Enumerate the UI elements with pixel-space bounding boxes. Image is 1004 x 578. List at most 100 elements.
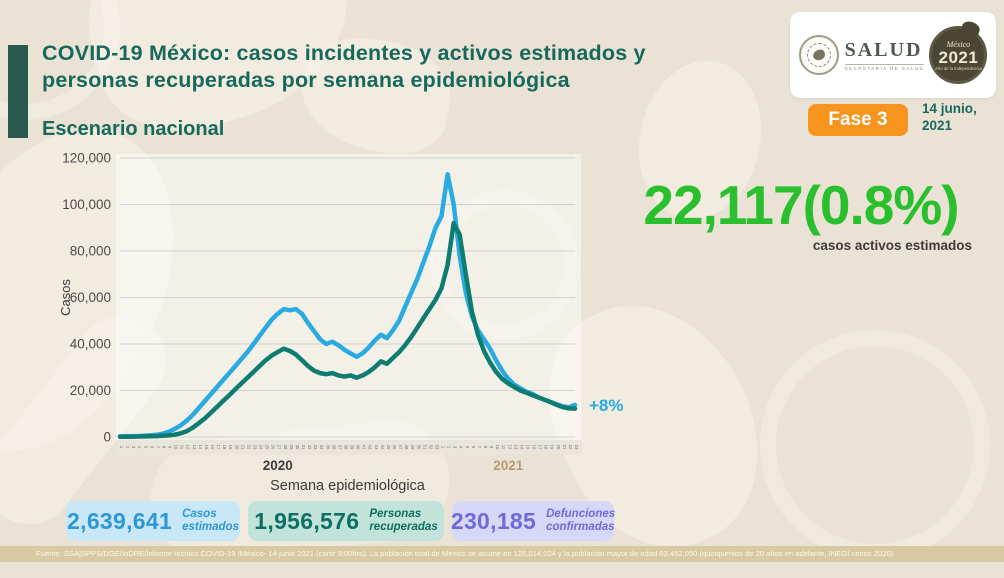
- week-tick-label: 50: [416, 445, 421, 450]
- y-tick-label: 20,000: [70, 383, 111, 398]
- active-cases-highlight-label: casos activos estimados: [812, 238, 972, 253]
- y-tick-label: 40,000: [70, 337, 111, 352]
- week-tick-label: 15: [525, 445, 530, 450]
- y-tick-label: 80,000: [70, 244, 111, 259]
- week-tick-label: 33: [313, 445, 318, 450]
- week-tick-label: 6: [149, 446, 154, 449]
- week-tick-label: 4: [459, 446, 464, 449]
- week-tick-label: 37: [337, 445, 342, 450]
- week-tick-label: 39: [350, 445, 355, 450]
- week-tick-label: 52: [428, 445, 433, 450]
- y-tick-label: 100,000: [62, 197, 111, 212]
- line-chart-svg: 0 20,000 40,000 60,000 80,000 100,000 120,000 C…: [58, 151, 624, 495]
- salud-eagle-emblem-icon: [798, 35, 839, 75]
- line-chart: 0 20,000 40,000 60,000 80,000 100,000 120,000 C…: [55, 148, 695, 498]
- week-tick-label: 23: [574, 445, 579, 450]
- y-tick-label: 120,000: [62, 151, 111, 166]
- stat-card-defunciones-confirmadas: 230,185 Defunciones confirmadas: [450, 501, 616, 541]
- week-tick-label: 16: [532, 445, 537, 450]
- week-tick-label: 17: [538, 445, 543, 450]
- series-line: [117, 172, 578, 439]
- week-tick-label: 6: [471, 446, 476, 449]
- y-tick-label: 60,000: [70, 290, 111, 305]
- week-tick-label: 45: [386, 445, 391, 450]
- week-tick-label: 32: [307, 445, 312, 450]
- stat-value: 1,956,576: [254, 507, 360, 534]
- salud-wordmark: SALUD: [844, 38, 923, 61]
- week-tick-label: 11: [180, 445, 185, 450]
- week-tick-label: 9: [168, 446, 173, 449]
- week-tick-label: 34: [319, 445, 324, 450]
- stat-card-casos-estimados: 2,639,641 Casos estimados: [66, 501, 240, 541]
- salud-secretaria-label: SECRETARÍA DE SALUD: [844, 63, 925, 71]
- week-tick-label: 51: [422, 445, 427, 450]
- week-tick-label: 28: [283, 445, 288, 450]
- report-date: 14 junio, 2021: [922, 101, 1000, 135]
- week-tick-label: 5: [465, 446, 470, 449]
- week-tick-label: 30: [295, 445, 300, 450]
- week-tick-label: 38: [343, 445, 348, 450]
- week-tick-label: 46: [392, 445, 397, 450]
- source-footer: Fuente: SSA|SPPS/DGE/InDRE/Informe técni…: [0, 546, 1004, 562]
- phase-badge: Fase 3: [808, 104, 908, 136]
- week-tick-label: 44: [380, 445, 385, 450]
- week-tick-label: 24: [259, 445, 264, 450]
- week-tick-label: 20: [234, 445, 239, 450]
- page-subtitle: Escenario nacional: [42, 118, 225, 140]
- week-tick-label: 4: [137, 446, 142, 449]
- stat-label: Casos estimados: [182, 508, 239, 533]
- week-tick-label: 21: [240, 445, 245, 450]
- week-tick-label: 20: [556, 445, 561, 450]
- week-tick-label: 18: [222, 445, 227, 450]
- week-tick-label: 1: [119, 446, 124, 449]
- week-tick-label: 12: [186, 445, 191, 450]
- week-tick-label: 19: [550, 445, 555, 450]
- week-tick-label: 15: [204, 445, 209, 450]
- week-tick-label: 19: [228, 445, 233, 450]
- week-tick-label: 9: [489, 446, 494, 449]
- stat-label: Defunciones confirmadas: [546, 508, 616, 533]
- x-axis-label: Semana epidemiológica: [270, 478, 426, 494]
- week-tick-label: 2: [447, 446, 452, 449]
- logo-card: SALUD SECRETARÍA DE SALUD México 2021 Añ…: [790, 12, 996, 98]
- week-tick-label: 47: [398, 445, 403, 450]
- week-tick-label: 22: [568, 445, 573, 450]
- week-tick-label: 10: [174, 445, 179, 450]
- week-tick-label: 3: [131, 446, 136, 449]
- week-tick-label: 21: [562, 445, 567, 450]
- week-tick-label: 31: [301, 445, 306, 450]
- mexico-2021-year: 2021: [938, 47, 979, 67]
- stat-value: 230,185: [450, 507, 537, 534]
- week-tick-label: 14: [519, 445, 524, 450]
- y-tick-label: 0: [103, 430, 111, 445]
- week-tick-label: 18: [544, 445, 549, 450]
- salud-logo-text: SALUD SECRETARÍA DE SALUD: [844, 38, 925, 71]
- week-tick-label: 8: [483, 446, 488, 449]
- week-tick-label: 26: [271, 445, 276, 450]
- week-tick-label: 7: [477, 446, 482, 449]
- series-line: [117, 220, 578, 440]
- week-tick-label: 12: [507, 445, 512, 450]
- week-tick-label: 14: [198, 445, 203, 450]
- page-title-line1: COVID-19 México: casos incidentes y acti…: [42, 41, 646, 65]
- week-tick-label: 29: [289, 445, 294, 450]
- week-tick-label: 5: [143, 446, 148, 449]
- week-tick-label: 13: [513, 445, 518, 450]
- mexico-2021-emblem-icon: México 2021 Año de la Independencia: [929, 26, 988, 84]
- week-tick-label: 10: [495, 445, 500, 450]
- week-tick-label: 42: [368, 445, 373, 450]
- week-tick-label: 7: [155, 446, 160, 449]
- salud-logo: SALUD SECRETARÍA DE SALUD: [798, 35, 925, 75]
- week-tick-label: 1: [441, 446, 446, 449]
- week-tick-label: 23: [252, 445, 257, 450]
- growth-annotation: +8%: [589, 396, 624, 415]
- week-tick-label: 35: [325, 445, 330, 450]
- week-tick-label: 48: [404, 445, 409, 450]
- week-tick-label: 16: [210, 445, 215, 450]
- week-tick-label: 25: [265, 445, 270, 450]
- mexico-word: México: [946, 39, 971, 49]
- week-tick-label: 36: [331, 445, 336, 450]
- week-tick-label: 22: [246, 445, 251, 450]
- week-tick-label: 41: [362, 445, 367, 450]
- stat-card-personas-recuperadas: 1,956,576 Personas recuperadas: [248, 501, 444, 541]
